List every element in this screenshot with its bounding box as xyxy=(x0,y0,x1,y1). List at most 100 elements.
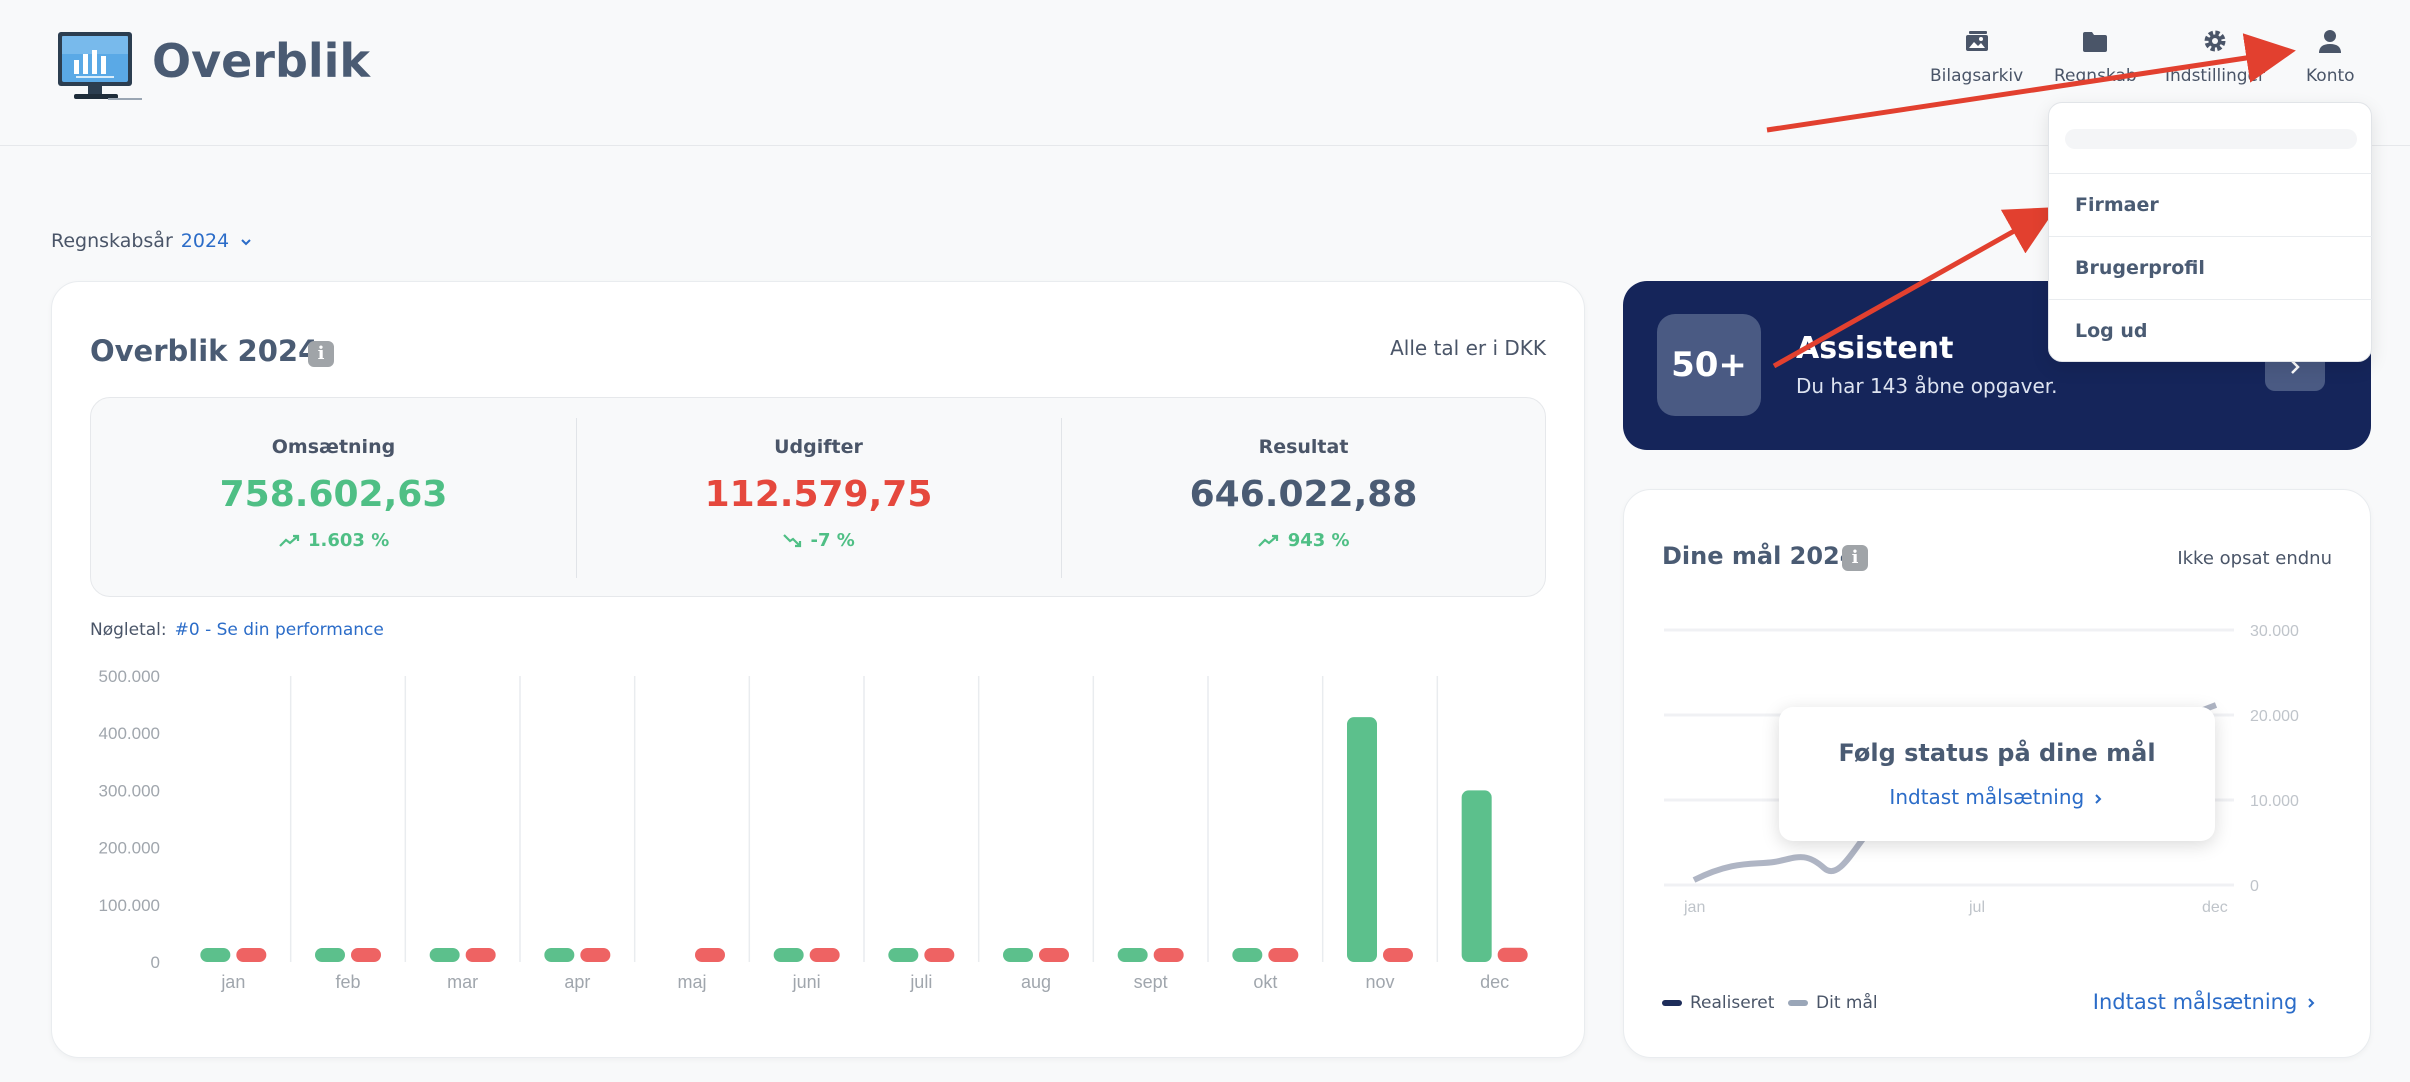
y-tick-label: 0 xyxy=(2250,878,2259,895)
bar-aug-series-1[interactable] xyxy=(1003,948,1033,962)
goals-card: 30.000 20.000 10.000 0 jan jul dec Dine … xyxy=(1623,489,2371,1058)
kpi-change: -7 % xyxy=(576,530,1061,551)
trend-down-icon xyxy=(783,534,802,548)
popup-title: Følg status på dine mål xyxy=(1838,739,2156,767)
image-archive-icon xyxy=(1965,31,1988,51)
x-tick-label: jul xyxy=(1968,899,1985,916)
legend-item-dit-maal: Dit mål xyxy=(1788,993,1878,1013)
nav-label: Konto xyxy=(2306,66,2355,86)
bar-jan-series-1[interactable] xyxy=(200,948,231,962)
x-tick-label: jan xyxy=(220,972,245,992)
x-tick-label: sept xyxy=(1134,972,1168,992)
assistant-title: Assistent xyxy=(1796,331,1954,366)
bar-mar-series-1[interactable] xyxy=(429,948,460,962)
trend-up-icon xyxy=(1258,534,1279,547)
kpi-summary: Omsætning 758.602,63 1.603 % Udgifter 11… xyxy=(90,397,1546,597)
x-tick-label: feb xyxy=(335,972,360,992)
bar-nov-series-2[interactable] xyxy=(1383,948,1413,962)
bar-maj-series-2[interactable] xyxy=(695,948,725,962)
x-tick-label: juli xyxy=(909,972,932,992)
account-dropdown-menu: Firmaer Brugerprofil Log ud xyxy=(2048,102,2373,362)
bar-dec-series-2[interactable] xyxy=(1497,947,1528,962)
nav-konto[interactable]: Konto xyxy=(2306,26,2355,86)
app-title: Overblik xyxy=(152,34,371,88)
bar-feb-series-1[interactable] xyxy=(315,948,345,962)
chevron-right-icon xyxy=(2094,793,2101,804)
bar-juni-series-2[interactable] xyxy=(809,948,840,962)
x-tick-label: dec xyxy=(2202,899,2228,916)
nav-label: Bilagsarkiv xyxy=(1930,66,2024,86)
goals-status: Ikke opsat endnu xyxy=(2177,548,2332,569)
bar-feb-series-2[interactable] xyxy=(351,948,381,962)
bar-juli-series-1[interactable] xyxy=(888,948,919,962)
kpi-divider xyxy=(576,418,577,578)
x-tick-label: maj xyxy=(677,972,706,992)
menu-item-log-ud[interactable]: Log ud xyxy=(2049,299,2373,361)
chevron-down-icon xyxy=(241,238,251,245)
kpi-label: Resultat xyxy=(1258,436,1349,458)
menu-item-firmaer[interactable]: Firmaer xyxy=(2049,173,2373,235)
bar-nov-series-1[interactable] xyxy=(1347,717,1377,962)
menu-item-brugerprofil[interactable]: Brugerprofil xyxy=(2049,236,2373,298)
nav-label: Indstillinger xyxy=(2165,66,2266,86)
bar-apr-series-1[interactable] xyxy=(544,948,575,962)
nav-regnskab[interactable]: Regnskab xyxy=(2054,26,2137,86)
menu-header-placeholder xyxy=(2065,129,2357,149)
bar-okt-series-1[interactable] xyxy=(1232,948,1263,962)
nav-bilagsarkiv[interactable]: Bilagsarkiv xyxy=(1930,26,2023,86)
blurred-x-ticks: jan jul dec xyxy=(1683,899,2228,916)
overview-card: Overblik 2024 i Alle tal er i DKK Omsætn… xyxy=(51,281,1585,1058)
x-tick-label: okt xyxy=(1253,972,1277,992)
legend-swatch xyxy=(1662,1000,1682,1006)
chevron-right-icon xyxy=(2291,360,2300,374)
app-logo xyxy=(58,32,142,100)
bar-sept-series-1[interactable] xyxy=(1117,948,1148,962)
x-tick-label: juni xyxy=(792,972,821,992)
fiscal-year-value[interactable]: 2024 xyxy=(180,230,230,252)
keyfigures-label: Nøgletal: xyxy=(90,620,167,640)
kpi-revenue: Omsætning 758.602,63 1.603 % xyxy=(91,398,576,598)
bar-okt-series-2[interactable] xyxy=(1268,948,1299,962)
bar-aug-series-2[interactable] xyxy=(1039,948,1069,962)
keyfigures-link[interactable]: #0 - Se din performance xyxy=(174,620,384,640)
user-icon xyxy=(2319,30,2342,53)
set-goal-link[interactable]: Indtast målsætning xyxy=(2093,990,2318,1014)
bar-mar-series-2[interactable] xyxy=(465,948,496,962)
bar-sept-series-2[interactable] xyxy=(1153,948,1184,962)
kpi-value: 758.602,63 xyxy=(219,474,448,515)
y-tick-label: 30.000 xyxy=(2250,623,2299,640)
keyfigures-row: Nøgletal: #0 - Se din performance xyxy=(90,620,384,640)
kpi-value: 646.022,88 xyxy=(1189,474,1418,515)
kpi-result: Resultat 646.022,88 943 % xyxy=(1061,398,1546,598)
x-tick-label: aug xyxy=(1021,972,1051,992)
blurred-y-ticks: 30.000 20.000 10.000 0 xyxy=(2250,623,2299,895)
legend-item-realiseret: Realiseret xyxy=(1662,993,1774,1013)
kpi-change: 943 % xyxy=(1061,530,1546,551)
assistant-count-badge: 50+ xyxy=(1657,314,1761,416)
y-tick-label: 100.000 xyxy=(99,896,160,915)
x-tick-label: dec xyxy=(1480,972,1509,992)
popup-set-goal-link[interactable]: Indtast målsætning xyxy=(1779,785,2215,809)
bar-juli-series-2[interactable] xyxy=(924,948,955,962)
bar-dec-series-1[interactable] xyxy=(1461,790,1492,962)
fiscal-year-selector[interactable]: Regnskabsår 2024 xyxy=(51,230,253,252)
nav-indstillinger[interactable]: Indstillinger xyxy=(2165,26,2265,86)
gear-icon xyxy=(2204,30,2226,52)
y-tick-label: 200.000 xyxy=(99,839,160,858)
folder-icon xyxy=(2083,32,2108,52)
chevron-right-icon xyxy=(2308,998,2315,1008)
kpi-value: 112.579,75 xyxy=(704,474,933,515)
kpi-divider xyxy=(1061,418,1062,578)
nav-label: Regnskab xyxy=(2054,66,2137,86)
info-icon[interactable]: i xyxy=(308,341,334,367)
y-tick-label: 10.000 xyxy=(2250,793,2299,810)
info-icon[interactable]: i xyxy=(1842,545,1868,571)
bar-juni-series-1[interactable] xyxy=(773,948,804,962)
assistant-subtitle: Du har 143 åbne opgaver. xyxy=(1796,374,2058,398)
bar-jan-series-2[interactable] xyxy=(236,948,267,962)
bar-apr-series-2[interactable] xyxy=(580,948,611,962)
y-tick-label: 300.000 xyxy=(99,781,160,800)
kpi-label: Omsætning xyxy=(271,436,396,458)
y-tick-label: 0 xyxy=(151,953,160,972)
